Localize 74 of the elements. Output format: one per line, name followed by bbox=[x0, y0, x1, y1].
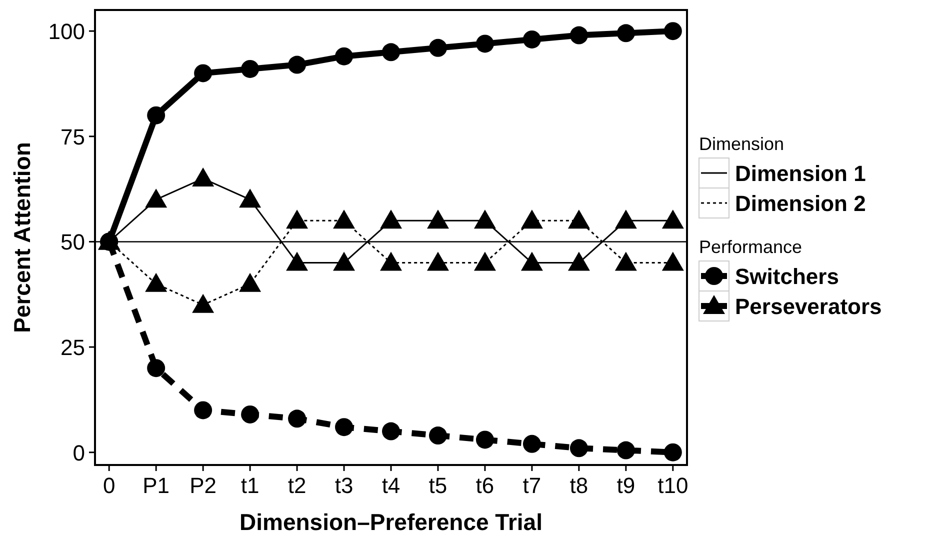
legend-label: Dimension 1 bbox=[735, 161, 866, 186]
point bbox=[662, 210, 684, 229]
x-axis-title: Dimension–Preference Trial bbox=[240, 509, 542, 535]
point bbox=[380, 252, 402, 271]
legend-label: Perseverators bbox=[735, 294, 882, 319]
point bbox=[520, 210, 543, 229]
point bbox=[428, 38, 447, 57]
point bbox=[194, 401, 212, 420]
point bbox=[568, 252, 590, 271]
point bbox=[476, 430, 494, 449]
point bbox=[192, 168, 214, 187]
y-tick-label: 0 bbox=[72, 440, 85, 466]
point bbox=[522, 30, 541, 48]
point bbox=[474, 210, 496, 229]
y-tick-label: 25 bbox=[60, 335, 85, 360]
point bbox=[426, 210, 449, 229]
point bbox=[145, 272, 168, 292]
x-tick-label: t1 bbox=[240, 473, 260, 498]
y-tick-label: 75 bbox=[60, 124, 85, 150]
x-tick-label: t8 bbox=[570, 473, 588, 498]
point bbox=[664, 443, 682, 462]
point bbox=[239, 188, 262, 208]
point bbox=[147, 106, 166, 124]
point bbox=[380, 210, 402, 229]
y-tick-label: 50 bbox=[60, 230, 85, 255]
point bbox=[616, 441, 635, 460]
point bbox=[476, 34, 494, 53]
x-tick-label: t10 bbox=[658, 473, 688, 498]
point bbox=[474, 252, 496, 271]
point bbox=[382, 422, 400, 440]
point bbox=[428, 426, 447, 445]
point bbox=[241, 60, 260, 78]
point bbox=[616, 24, 635, 42]
y-tick-label: 100 bbox=[48, 19, 85, 44]
point bbox=[426, 252, 449, 271]
point bbox=[520, 252, 543, 271]
point bbox=[382, 43, 400, 62]
point bbox=[662, 252, 684, 271]
x-tick-label: t3 bbox=[334, 473, 354, 498]
point bbox=[288, 410, 306, 428]
point bbox=[241, 405, 260, 424]
y-axis-title: Percent Attention bbox=[9, 142, 35, 333]
point bbox=[335, 418, 354, 436]
x-tick-label: t7 bbox=[522, 473, 542, 498]
point bbox=[333, 210, 356, 229]
point bbox=[192, 294, 214, 313]
point bbox=[333, 252, 356, 271]
point bbox=[614, 210, 637, 229]
x-tick-label: 0 bbox=[102, 473, 116, 498]
point bbox=[568, 210, 590, 229]
text: Performance bbox=[699, 237, 802, 257]
legend-title: Dimension bbox=[699, 134, 784, 154]
x-tick-label: t6 bbox=[476, 473, 494, 498]
point bbox=[288, 56, 306, 74]
point bbox=[145, 188, 168, 208]
x-tick-label: P1 bbox=[142, 473, 170, 498]
point bbox=[570, 439, 588, 458]
x-tick-label: t4 bbox=[382, 473, 400, 498]
point bbox=[147, 359, 166, 378]
point bbox=[570, 26, 588, 44]
point bbox=[614, 252, 637, 271]
point bbox=[286, 252, 308, 271]
legend-label: Switchers bbox=[735, 264, 839, 289]
x-tick-label: P2 bbox=[190, 473, 217, 498]
x-tick-label: t2 bbox=[288, 473, 306, 498]
point bbox=[286, 210, 308, 229]
x-tick-label: t9 bbox=[616, 473, 636, 498]
legend-label: Dimension 2 bbox=[735, 191, 866, 216]
point bbox=[664, 22, 682, 40]
point bbox=[194, 64, 212, 82]
point bbox=[239, 272, 262, 292]
x-tick-label: t5 bbox=[428, 473, 448, 498]
point bbox=[335, 47, 354, 66]
point bbox=[522, 434, 541, 453]
